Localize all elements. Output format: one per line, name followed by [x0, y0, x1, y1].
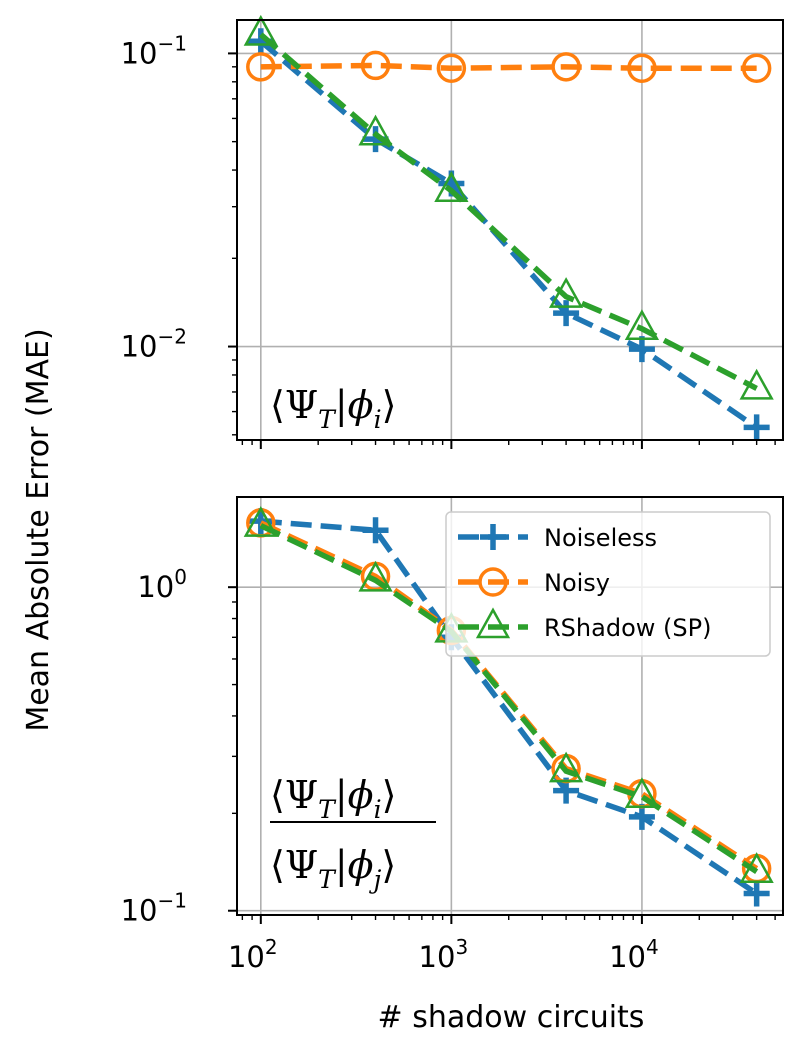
x-tick-label: 102	[228, 935, 278, 974]
legend-box	[445, 511, 771, 657]
series-line-noiseless	[260, 518, 759, 896]
legend-marker	[480, 524, 506, 550]
y-tick-label: 100	[137, 565, 187, 604]
y-axis-label: Mean Absolute Error (MAE)	[21, 328, 56, 731]
bottom-panel-frame	[236, 496, 784, 916]
data-point-rshadow-sp	[243, 506, 278, 537]
data-point-noiseless	[743, 414, 770, 441]
svg-text:⟨ΨT|ϕi⟩: ⟨ΨT|ϕi⟩	[270, 773, 396, 824]
data-point-rshadow-sp	[739, 368, 774, 400]
data-point-rshadow-sp	[358, 114, 393, 146]
data-point-rshadow-sp	[739, 852, 774, 883]
bottom-panel: 100 10−1 102 103 104 Noiseless Noisy RShadow …	[121, 496, 784, 974]
x-axis-label: # shadow circuits	[378, 1000, 645, 1035]
data-point-rshadow-sp	[624, 777, 660, 809]
y-tick-label: 10−1	[121, 31, 187, 70]
top-panel-frame	[236, 19, 784, 441]
data-point-noisy	[551, 52, 581, 82]
legend-label: RShadow (SP)	[544, 614, 711, 642]
legend-label: Noisy	[544, 569, 610, 597]
bottom-panel-annotation: ⟨ΨT|ϕi⟩ ⟨ΨT|ϕj⟩	[270, 773, 436, 894]
y-tick-label: 10−1	[121, 889, 187, 928]
x-tick-label: 104	[609, 935, 659, 974]
top-panel-annotation: ⟨ΨT|ϕi⟩	[270, 383, 396, 434]
data-point-noisy	[627, 53, 657, 83]
legend-label: Noiseless	[544, 524, 657, 552]
data-point-rshadow-sp	[548, 277, 584, 308]
data-point-noiseless	[628, 336, 655, 363]
data-point-noiseless	[553, 300, 580, 327]
top-panel: 10−1 10−2 ⟨ΨT|ϕi⟩	[121, 14, 784, 449]
data-point-rshadow-sp	[434, 171, 469, 203]
data-point-rshadow-sp	[548, 751, 584, 783]
x-tick-label: 103	[419, 935, 469, 974]
y-tick-label: 10−2	[121, 325, 187, 364]
data-point-noisy	[246, 52, 276, 82]
data-point-noiseless	[247, 508, 274, 535]
series-line-rshadow-sp	[259, 32, 758, 391]
data-point-noiseless	[362, 517, 389, 544]
data-point-rshadow-sp	[624, 309, 660, 341]
series-line-rshadow-sp	[259, 523, 759, 875]
data-point-noisy	[741, 53, 772, 83]
data-point-rshadow-sp	[358, 560, 393, 592]
data-point-rshadow-sp	[243, 14, 278, 46]
legend-marker	[478, 567, 508, 597]
series-line-noisy	[260, 62, 757, 71]
legend-marker	[475, 607, 511, 639]
svg-text:⟨ΨT|ϕj⟩: ⟨ΨT|ϕj⟩	[270, 843, 396, 894]
svg-text:⟨ΨT|ϕi⟩: ⟨ΨT|ϕi⟩	[270, 383, 396, 434]
legend: Noiseless Noisy RShadow (SP)	[445, 511, 771, 657]
data-point-noisy	[436, 53, 467, 83]
data-point-noiseless	[743, 880, 770, 907]
series-line-noiseless	[259, 39, 759, 430]
data-point-noisy	[360, 50, 391, 81]
